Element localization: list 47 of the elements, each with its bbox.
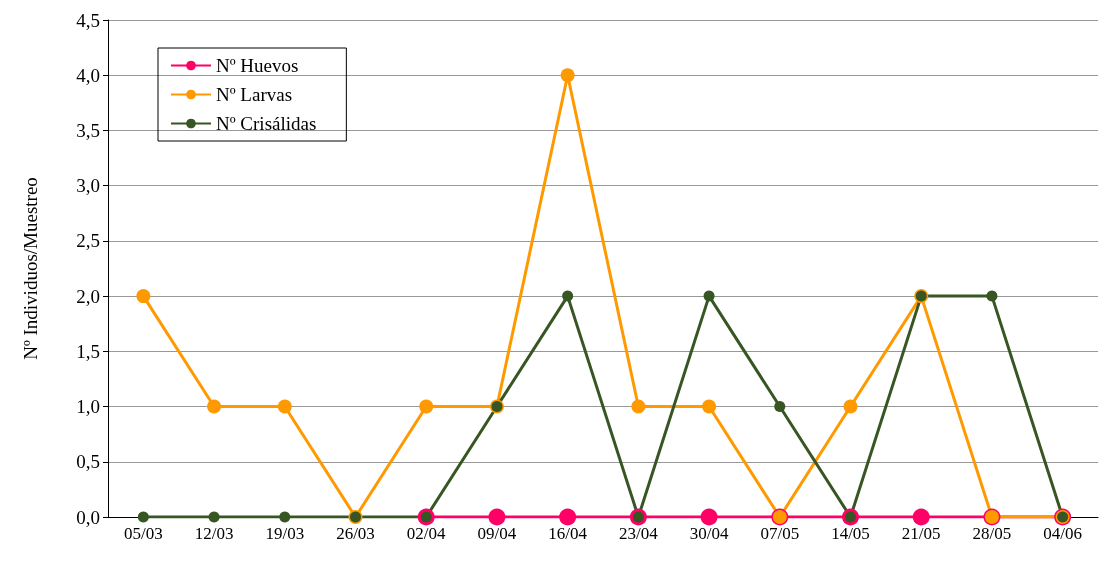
point: [488, 508, 506, 526]
point: [774, 401, 786, 413]
y-tick-label: 4,5: [76, 9, 100, 31]
x-tick-label: 04/06: [1043, 524, 1083, 543]
y-tick-label: 3,5: [76, 119, 100, 141]
y-tick-label: 0,5: [76, 451, 100, 473]
point: [207, 399, 222, 414]
point: [912, 508, 930, 526]
y-tick-label: 0,0: [76, 506, 100, 528]
x-tick-label: 09/04: [477, 524, 517, 543]
x-tick-label: 07/05: [760, 524, 800, 543]
y-tick-label: 3,0: [76, 175, 100, 197]
x-tick-label: 02/04: [406, 524, 447, 543]
point: [700, 508, 718, 526]
point: [208, 511, 220, 523]
x-tick-label: 14/05: [831, 524, 870, 543]
y-tick-label: 4,0: [76, 64, 100, 86]
y-tick-label: 1,0: [76, 396, 100, 418]
point: [559, 508, 577, 526]
point: [703, 290, 715, 302]
point: [137, 511, 149, 523]
x-tick-label: 12/03: [194, 524, 234, 543]
point: [277, 399, 292, 414]
legend-label: Nº Crisálidas: [216, 113, 317, 134]
x-tick-label: 30/04: [689, 524, 729, 543]
y-tick-label: 2,5: [76, 230, 100, 252]
point: [279, 511, 291, 523]
point: [702, 399, 717, 414]
x-tick-label: 21/05: [901, 524, 941, 543]
x-tick-label: 26/03: [336, 524, 375, 543]
point: [631, 399, 646, 414]
x-tick-label: 16/04: [548, 524, 588, 543]
y-tick-label: 1,5: [76, 340, 100, 362]
x-tick-label: 28/05: [972, 524, 1012, 543]
point: [986, 290, 998, 302]
point: [136, 289, 151, 304]
point: [419, 399, 434, 414]
legend-label: Nº Larvas: [216, 84, 293, 105]
point: [560, 68, 575, 83]
y-axis-title: Nº Individuos/Muestreo: [20, 177, 41, 360]
point: [843, 399, 858, 414]
x-tick-label: 23/04: [618, 524, 659, 543]
point: [562, 290, 574, 302]
legend-label: Nº Huevos: [216, 55, 299, 76]
y-tick-label: 2,0: [76, 285, 100, 307]
x-tick-label: 05/03: [123, 524, 163, 543]
x-tick-label: 19/03: [265, 524, 305, 543]
